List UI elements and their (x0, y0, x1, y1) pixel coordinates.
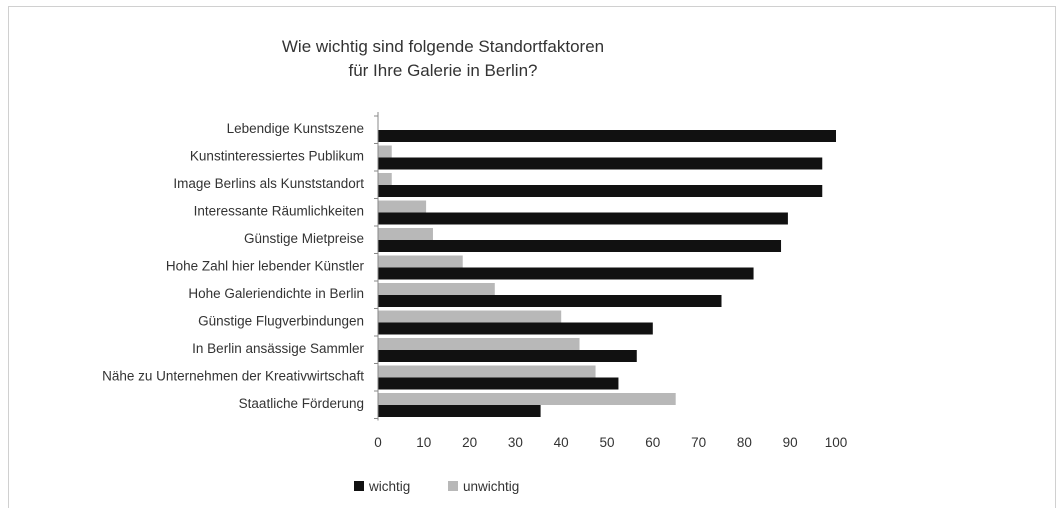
category-label: In Berlin ansässige Sammler (192, 341, 364, 356)
x-tick-labels: 0 10 20 30 40 50 60 70 80 90 100 (374, 435, 847, 450)
chart-title: Wie wichtig sind folgende Standortfaktor… (282, 37, 604, 80)
x-tick-label: 0 (374, 435, 382, 450)
chart-title-line: für Ihre Galerie in Berlin? (349, 61, 538, 80)
x-tick-label: 70 (691, 435, 706, 450)
bar-wichtig (378, 405, 541, 417)
bar-unwichtig (378, 393, 676, 405)
category-label: Kunstinteressiertes Publikum (190, 149, 364, 164)
category-label: Nähe zu Unternehmen der Kreativwirtschaf… (102, 369, 364, 384)
category-label: Günstige Mietpreise (244, 231, 364, 246)
category-label: Hohe Galeriendichte in Berlin (188, 286, 364, 301)
category-label: Image Berlins als Kunststandort (173, 176, 364, 191)
category-labels: Lebendige Kunstszene Kunstinteressiertes … (102, 121, 364, 411)
bar-wichtig (378, 157, 823, 170)
bar-wichtig (378, 350, 637, 362)
bar-wichtig (378, 130, 836, 142)
legend-swatch-unwichtig (448, 481, 458, 491)
legend-label-wichtig: wichtig (368, 479, 410, 494)
bar-unwichtig (378, 173, 392, 185)
category-label: Günstige Flugverbindungen (198, 314, 364, 329)
axes (374, 112, 379, 421)
category-label: Staatliche Förderung (239, 396, 364, 411)
bar-unwichtig (378, 200, 427, 213)
bar-wichtig (378, 377, 619, 390)
x-tick-label: 20 (462, 435, 477, 450)
chart-title-line: Wie wichtig sind folgende Standortfaktor… (282, 37, 604, 56)
bar-unwichtig (378, 310, 562, 323)
bar-wichtig (378, 267, 754, 280)
x-tick-label: 80 (737, 435, 752, 450)
bar-wichtig (378, 322, 653, 335)
category-label: Hohe Zahl hier lebender Künstler (166, 259, 365, 274)
x-tick-label: 90 (783, 435, 798, 450)
category-label: Interessante Räumlichkeiten (194, 204, 364, 219)
bars (378, 130, 836, 417)
x-tick-label: 100 (825, 435, 848, 450)
bar-wichtig (378, 212, 788, 225)
bar-unwichtig (378, 283, 495, 295)
chart-frame (8, 6, 1056, 508)
category-label: Lebendige Kunstszene (227, 121, 364, 136)
x-tick-label: 50 (599, 435, 614, 450)
legend: wichtig unwichtig (354, 479, 519, 494)
bar-unwichtig (378, 145, 392, 158)
bar-wichtig (378, 185, 823, 197)
bar-unwichtig (378, 338, 580, 350)
legend-label-unwichtig: unwichtig (463, 479, 519, 494)
x-tick-label: 60 (645, 435, 660, 450)
bar-wichtig (378, 240, 782, 252)
x-tick-label: 40 (554, 435, 569, 450)
bar-unwichtig (378, 255, 463, 268)
bar-unwichtig (378, 365, 596, 378)
bar-wichtig (378, 295, 722, 307)
legend-swatch-wichtig (354, 481, 364, 491)
x-tick-label: 10 (416, 435, 431, 450)
x-tick-label: 30 (508, 435, 523, 450)
bar-unwichtig (378, 228, 433, 240)
